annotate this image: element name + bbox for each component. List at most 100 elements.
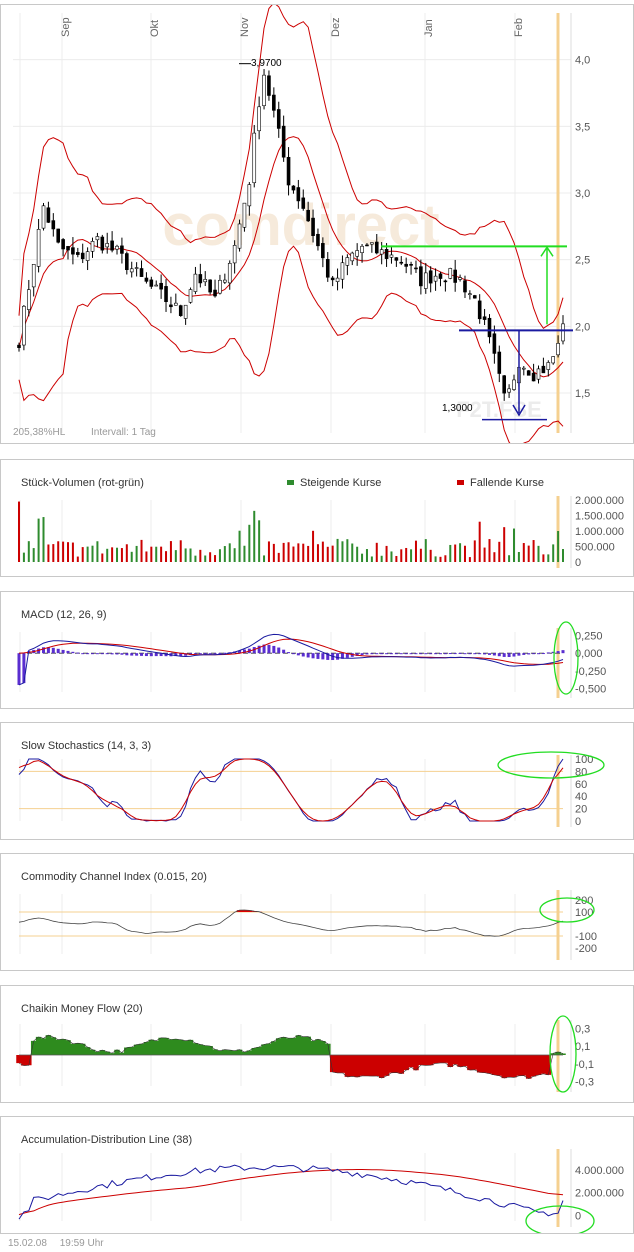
histogram-bar [360,653,364,656]
histogram-bar [468,653,472,655]
volume-bar [429,549,432,562]
candle-body [129,268,134,273]
candle-body [536,368,541,380]
volume-bar [331,545,334,562]
histogram-bar [71,651,75,654]
candle-body [252,132,257,184]
candle-body [443,280,448,283]
histogram-bar [301,653,305,657]
volume-bar [375,542,378,562]
candle-body [85,251,90,261]
info-label: 205,38%HL [13,427,66,438]
candle-body [370,242,374,245]
histogram-bar [458,652,462,654]
y-tick-label: 0,1 [575,1041,590,1053]
histogram-bar [120,653,124,655]
volume-bar [174,550,177,562]
histogram-bar [487,653,491,655]
candle-body [340,262,345,280]
histogram-bar [340,653,344,659]
bollinger-upper [18,2,564,329]
candle-body [134,267,139,269]
histogram-bar [311,653,315,659]
candle-body [174,302,178,306]
y-tick-label: 2.000.000 [575,1188,624,1200]
candle-body [409,264,413,266]
y-tick-label: 0 [575,1210,581,1222]
volume-bar [76,556,79,562]
volume-bar [557,531,560,562]
adl-panel: Accumulation-Distribution Line (38) 4.00… [0,1116,634,1237]
candle-body [115,245,119,250]
candle-body [276,109,281,129]
volume-bar [527,545,530,562]
month-label: Okt [149,20,161,37]
candle-body [178,305,183,316]
candle-body [374,241,379,254]
histogram-bar [443,653,447,655]
histogram-bar [135,653,139,656]
histogram-bar [453,653,457,655]
histogram-bar [345,653,349,658]
y-tick-label: 3,5 [575,121,590,133]
macd-title: MACD (12, 26, 9) [21,609,107,621]
candle-body [149,279,154,287]
cci-title: Commodity Channel Index (0.015, 20) [21,871,207,883]
volume-bar [238,530,241,562]
volume-bar [326,546,329,562]
volume-title: Stück-Volumen (rot-grün) [21,477,144,489]
volume-bar [263,555,266,562]
volume-bar [253,510,256,562]
highlight-circle [497,751,605,779]
histogram-bar [448,653,452,655]
candle-body [296,187,301,202]
volume-bar [233,548,236,562]
candle-body [502,375,506,394]
volume-bar [503,527,506,562]
candle-body [267,75,271,96]
candle-body [433,275,438,282]
volume-bar [248,524,251,562]
candle-body [477,300,482,320]
histogram-bar [473,653,477,655]
candle-body [110,240,114,251]
histogram-bar [105,653,109,655]
y-tick-label: 1.500.000 [575,511,624,523]
candle-body [36,229,41,267]
histogram-bar [213,653,217,655]
volume-bar [135,545,138,562]
candle-body [379,249,384,255]
candle-body [414,267,418,270]
volume-bar [71,542,74,562]
macd-panel: MACD (12, 26, 9) 0,250 0,000 -0,250 -0,500 [0,591,634,709]
histogram-bar [438,653,442,655]
volume-bar [101,553,104,562]
histogram-bar [399,653,403,655]
histogram-bar [257,645,261,654]
candle-body [404,263,408,267]
stochastics-title: Slow Stochastics (14, 3, 3) [21,740,151,752]
y-tick-label: 0,250 [575,631,603,643]
signal-line [18,638,564,665]
volume-bar [27,541,30,562]
candle-body [76,252,80,255]
volume-bar [111,547,114,562]
volume-bar [542,554,545,562]
y-tick-label: 1.000.000 [575,526,624,538]
volume-bar [380,555,383,562]
candle-body [482,316,487,320]
histogram-bar [218,652,222,654]
volume-bar [483,547,486,562]
candle-body [237,223,242,249]
histogram-bar [561,650,565,654]
candle-body [56,228,61,243]
volume-bar [106,548,109,562]
candle-body [394,257,399,261]
histogram-bar [208,653,212,655]
volume-bar [307,545,310,562]
histogram-bar [551,651,555,654]
histogram-bar [242,649,246,654]
volume-bar [209,552,212,562]
volume-bar [316,544,319,562]
candle-body [521,367,526,370]
